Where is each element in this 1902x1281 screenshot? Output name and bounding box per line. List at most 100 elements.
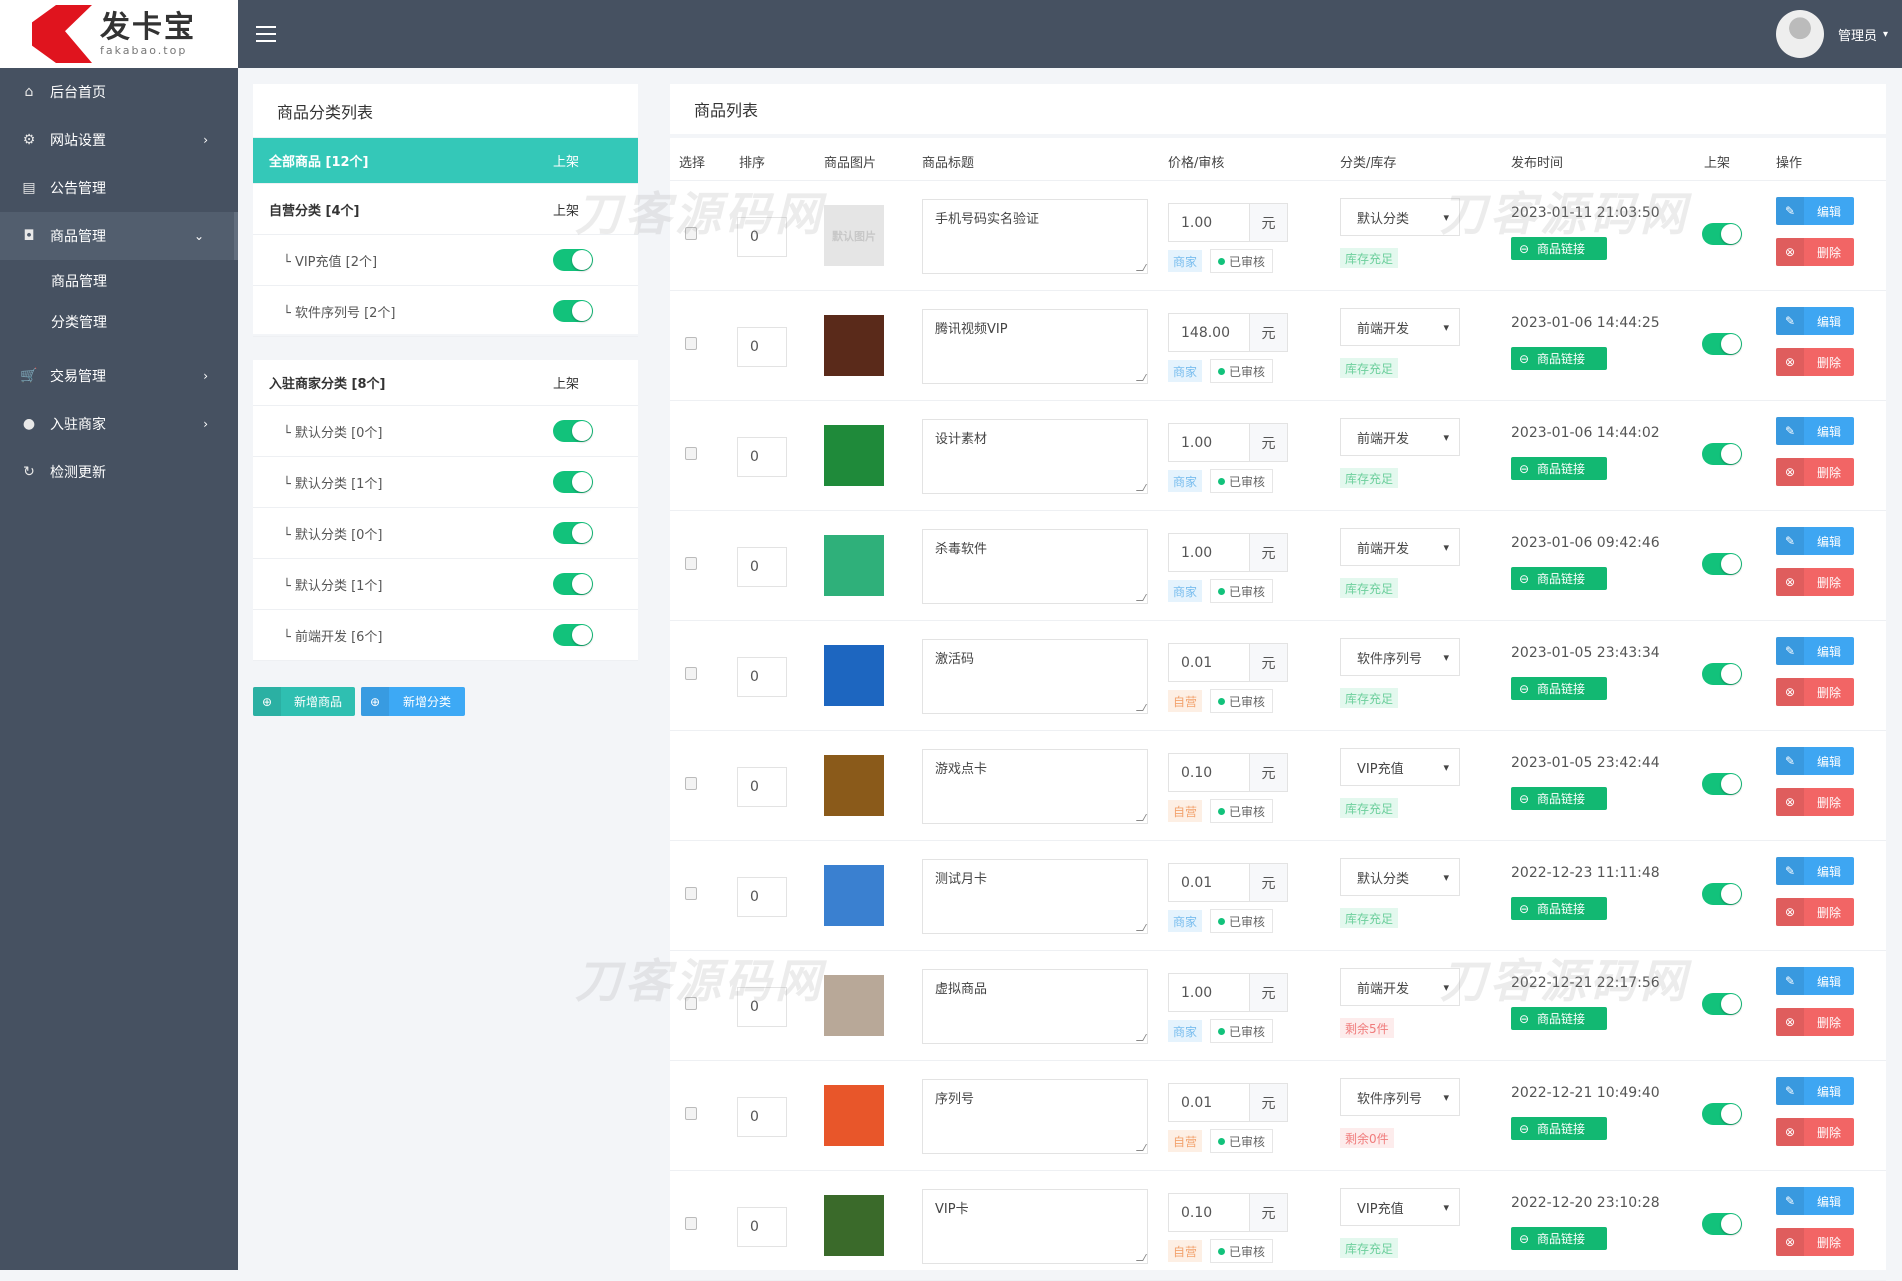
sort-input[interactable]: 0 [737, 1207, 787, 1247]
listing-toggle[interactable] [1702, 443, 1742, 465]
price-value[interactable]: 0.01 [1181, 874, 1213, 891]
sidebar-item-1[interactable]: ⚙ 网站设置 › [0, 116, 238, 164]
listing-toggle[interactable] [1702, 993, 1742, 1015]
select-checkbox[interactable] [685, 667, 697, 680]
category-toggle[interactable] [553, 624, 593, 646]
audit-status[interactable]: 已审核 [1210, 359, 1274, 383]
price-value[interactable]: 1.00 [1181, 434, 1213, 451]
title-textarea[interactable]: 手机号码实名验证 [922, 199, 1148, 274]
sort-input[interactable]: 0 [737, 547, 787, 587]
menu-toggle-icon[interactable] [256, 26, 276, 42]
select-checkbox[interactable] [685, 777, 697, 790]
price-value[interactable]: 1.00 [1181, 544, 1213, 561]
audit-status[interactable]: 已审核 [1210, 689, 1274, 713]
category-select[interactable]: VIP充值 [1340, 748, 1460, 786]
category-merchant-header[interactable]: 入驻商家分类 [8个] 上架 [253, 360, 638, 406]
select-checkbox[interactable] [685, 887, 697, 900]
price-value[interactable]: 0.01 [1181, 1094, 1213, 1111]
title-textarea[interactable]: 腾讯视频VIP [922, 309, 1148, 384]
sidebar-item-3[interactable]: ◘ 商品管理 ⌄ [0, 212, 238, 260]
listing-toggle[interactable] [1702, 1103, 1742, 1125]
audit-status[interactable]: 已审核 [1210, 249, 1274, 273]
add-category-button[interactable]: ⊕ 新增分类 [361, 687, 465, 716]
title-textarea[interactable]: 激活码 [922, 639, 1148, 714]
select-checkbox[interactable] [685, 1107, 697, 1120]
edit-button[interactable]: ✎ 编辑 [1776, 197, 1854, 225]
category-select[interactable]: 前端开发 [1340, 308, 1460, 346]
listing-toggle[interactable] [1702, 663, 1742, 685]
price-input[interactable]: 1.00 元 [1168, 533, 1288, 572]
category-select[interactable]: 软件序列号 [1340, 638, 1460, 676]
sort-input[interactable]: 0 [737, 987, 787, 1027]
add-product-button[interactable]: ⊕ 新增商品 [253, 687, 355, 716]
delete-button[interactable]: ⊗ 删除 [1776, 1118, 1854, 1146]
category-toggle[interactable] [553, 300, 593, 322]
user-menu[interactable]: 管理员 ▾ [1775, 10, 1888, 58]
delete-button[interactable]: ⊗ 删除 [1776, 1228, 1854, 1256]
delete-button[interactable]: ⊗ 删除 [1776, 458, 1854, 486]
price-input[interactable]: 0.10 元 [1168, 753, 1288, 792]
price-value[interactable]: 1.00 [1181, 214, 1213, 231]
category-item[interactable]: └ VIP充值 [2个] [253, 235, 638, 286]
price-input[interactable]: 148.00 元 [1168, 313, 1288, 352]
delete-button[interactable]: ⊗ 删除 [1776, 898, 1854, 926]
edit-button[interactable]: ✎ 编辑 [1776, 857, 1854, 885]
delete-button[interactable]: ⊗ 删除 [1776, 238, 1854, 266]
delete-button[interactable]: ⊗ 删除 [1776, 788, 1854, 816]
product-link-button[interactable]: ⊖ 商品链接 [1511, 1117, 1607, 1140]
edit-button[interactable]: ✎ 编辑 [1776, 527, 1854, 555]
title-textarea[interactable]: 虚拟商品 [922, 969, 1148, 1044]
listing-toggle[interactable] [1702, 333, 1742, 355]
audit-status[interactable]: 已审核 [1210, 799, 1274, 823]
sort-input[interactable]: 0 [737, 437, 787, 477]
sort-input[interactable]: 0 [737, 877, 787, 917]
category-toggle[interactable] [553, 573, 593, 595]
title-textarea[interactable]: 杀毒软件 [922, 529, 1148, 604]
edit-button[interactable]: ✎ 编辑 [1776, 1187, 1854, 1215]
audit-status[interactable]: 已审核 [1210, 469, 1274, 493]
title-textarea[interactable]: VIP卡 [922, 1189, 1148, 1264]
price-value[interactable]: 148.00 [1181, 324, 1230, 341]
product-link-button[interactable]: ⊖ 商品链接 [1511, 1227, 1607, 1250]
sidebar-subitem-0[interactable]: 商品管理 [51, 273, 107, 290]
category-self-header[interactable]: 自营分类 [4个] 上架 [253, 184, 638, 235]
category-all[interactable]: 全部商品 [12个] 上架 [253, 138, 638, 184]
delete-button[interactable]: ⊗ 删除 [1776, 1008, 1854, 1036]
listing-toggle[interactable] [1702, 223, 1742, 245]
sort-input[interactable]: 0 [737, 217, 787, 257]
price-value[interactable]: 0.10 [1181, 1204, 1213, 1221]
price-input[interactable]: 0.10 元 [1168, 1193, 1288, 1232]
select-checkbox[interactable] [685, 227, 697, 240]
select-checkbox[interactable] [685, 557, 697, 570]
user-name[interactable]: 管理员 [1837, 28, 1877, 44]
logo[interactable]: 发卡宝 fakabao.top [0, 0, 238, 68]
price-value[interactable]: 1.00 [1181, 984, 1213, 1001]
listing-toggle[interactable] [1702, 773, 1742, 795]
category-item[interactable]: └ 前端开发 [6个] [253, 610, 638, 661]
audit-status[interactable]: 已审核 [1210, 1129, 1274, 1153]
edit-button[interactable]: ✎ 编辑 [1776, 637, 1854, 665]
category-toggle[interactable] [553, 249, 593, 271]
sidebar-item-6[interactable]: ↻ 检测更新 [0, 448, 238, 496]
audit-status[interactable]: 已审核 [1210, 1019, 1274, 1043]
category-item[interactable]: └ 软件序列号 [2个] [253, 286, 638, 337]
product-link-button[interactable]: ⊖ 商品链接 [1511, 457, 1607, 480]
title-textarea[interactable]: 序列号 [922, 1079, 1148, 1154]
audit-status[interactable]: 已审核 [1210, 1239, 1274, 1263]
product-link-button[interactable]: ⊖ 商品链接 [1511, 787, 1607, 810]
listing-toggle[interactable] [1702, 883, 1742, 905]
product-link-button[interactable]: ⊖ 商品链接 [1511, 897, 1607, 920]
category-select[interactable]: 软件序列号 [1340, 1078, 1460, 1116]
product-link-button[interactable]: ⊖ 商品链接 [1511, 567, 1607, 590]
product-link-button[interactable]: ⊖ 商品链接 [1511, 677, 1607, 700]
select-checkbox[interactable] [685, 447, 697, 460]
sidebar-item-4[interactable]: 🛒 交易管理 › [0, 352, 238, 400]
price-input[interactable]: 1.00 元 [1168, 973, 1288, 1012]
delete-button[interactable]: ⊗ 删除 [1776, 568, 1854, 596]
category-item[interactable]: └ 默认分类 [0个] [253, 406, 638, 457]
category-select[interactable]: VIP充值 [1340, 1188, 1460, 1226]
avatar[interactable] [1775, 10, 1824, 58]
delete-button[interactable]: ⊗ 删除 [1776, 348, 1854, 376]
category-select[interactable]: 前端开发 [1340, 528, 1460, 566]
category-select[interactable]: 默认分类 [1340, 198, 1460, 236]
